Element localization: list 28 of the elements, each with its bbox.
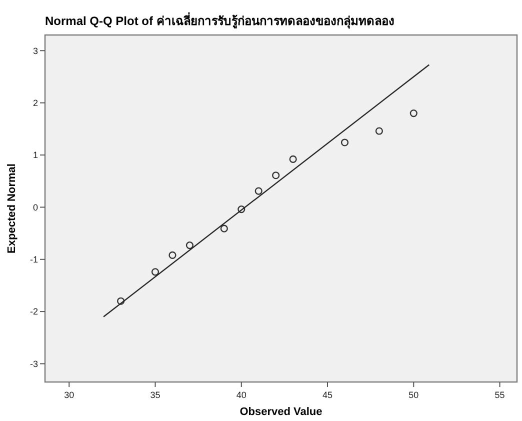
point bbox=[116, 297, 125, 305]
point bbox=[340, 138, 349, 146]
point bbox=[186, 241, 194, 250]
y-tick-label: 1 bbox=[32, 150, 38, 160]
y-tick-label: -3 bbox=[30, 358, 38, 369]
point bbox=[151, 268, 160, 276]
x-tick-label: 40 bbox=[236, 390, 246, 400]
point bbox=[375, 127, 383, 135]
point bbox=[168, 251, 176, 259]
y-tick-label: 2 bbox=[32, 98, 38, 108]
x-tick-label: 45 bbox=[322, 390, 333, 400]
x-tick-label: 35 bbox=[150, 390, 160, 400]
y-axis-title: Expected Normal bbox=[6, 164, 18, 254]
point bbox=[254, 187, 262, 195]
x-tick-label: 55 bbox=[494, 390, 505, 400]
x-axis-title: Observed Value bbox=[240, 406, 322, 418]
point bbox=[272, 172, 280, 180]
y-tick-label: 0 bbox=[32, 202, 38, 212]
y-tick-label: -2 bbox=[30, 306, 38, 317]
y-tick-label: -1 bbox=[30, 254, 38, 265]
x-tick-label: 30 bbox=[64, 390, 74, 400]
point bbox=[220, 224, 228, 232]
y-tick-label: 3 bbox=[32, 46, 38, 56]
point bbox=[238, 205, 246, 214]
point bbox=[289, 155, 297, 163]
chart-title: Normal Q-Q Plot of ค่าเฉลี่ยการรับรู้ก่อนการทดลองของกลุ่มทดลอง bbox=[45, 12, 394, 29]
point bbox=[410, 109, 418, 118]
x-tick-label: 50 bbox=[408, 390, 419, 400]
